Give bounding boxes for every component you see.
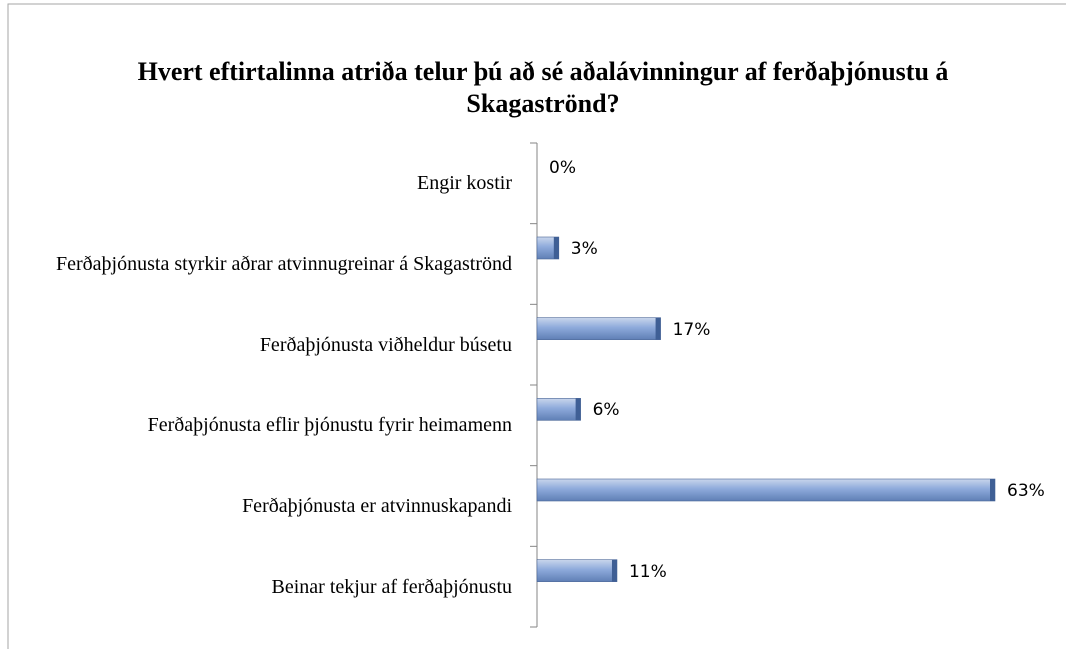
chart-border [7, 3, 1066, 649]
value-label: 0% [549, 158, 576, 179]
category-label: Engir kostir [417, 172, 512, 195]
bar-end-cap [990, 479, 995, 501]
bar-end-cap [611, 559, 617, 582]
bar-end-cap [553, 237, 559, 259]
bar [536, 478, 996, 502]
bar [536, 398, 581, 421]
value-label: 11% [628, 561, 667, 582]
category-label: Ferðaþjónusta eflir þjónustu fyrir heima… [147, 414, 512, 437]
bar-end-cap [575, 398, 581, 421]
category-label: Ferðaþjónusta er atvinnuskapandi [242, 495, 512, 517]
bar [536, 559, 618, 582]
chart-title: Hvert eftirtalinna atriða telur þú að sé… [137, 57, 949, 118]
bar [536, 317, 661, 340]
category-label: Ferðaþjónusta viðheldur búsetu [259, 333, 512, 356]
value-label: 63% [1007, 481, 1045, 501]
value-label: 6% [592, 400, 620, 421]
value-label: 3% [570, 239, 598, 259]
category-label: Ferðaþjónusta styrkir aðrar atvinnugrein… [56, 253, 512, 275]
category-label: Beinar tekjur af ferðaþjónustu [271, 575, 512, 598]
bar-end-cap [655, 317, 661, 340]
value-label: 17% [672, 319, 711, 340]
